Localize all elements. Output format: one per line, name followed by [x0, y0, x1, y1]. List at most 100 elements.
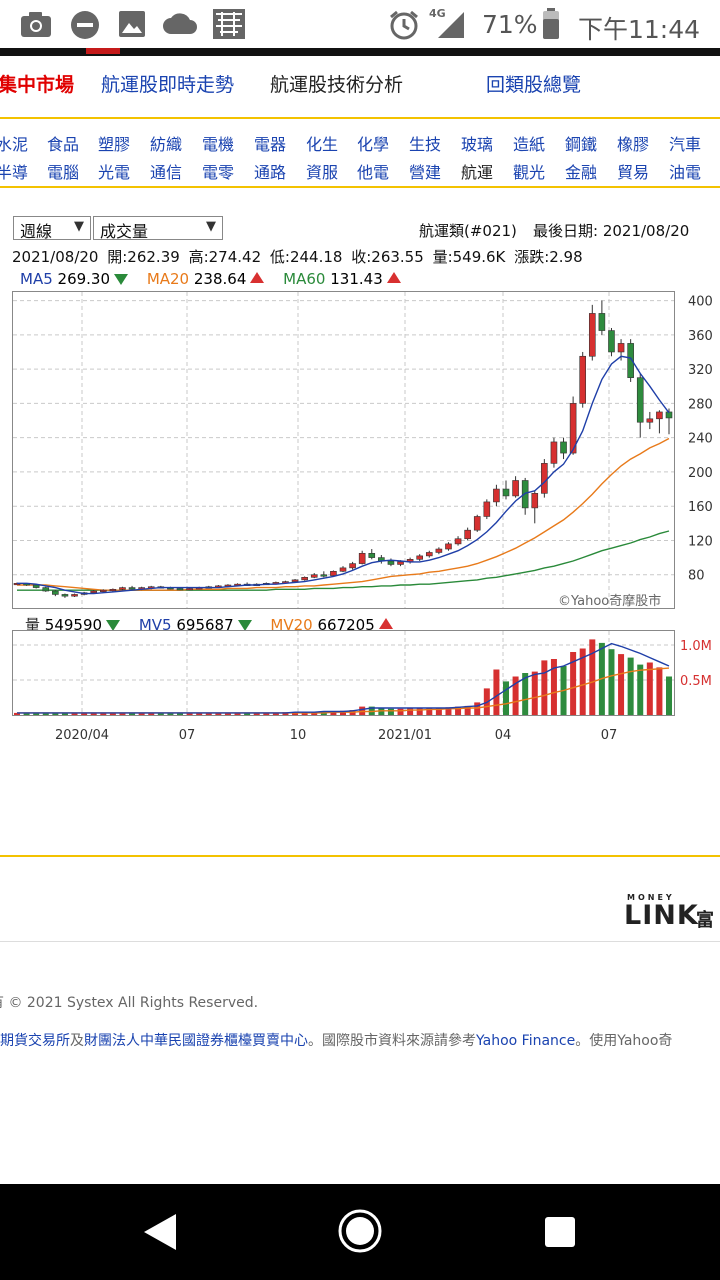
volume-bar — [570, 652, 577, 715]
volume-bar — [33, 712, 40, 715]
nav-market[interactable]: 集中市場 — [0, 74, 75, 96]
candle — [550, 437, 558, 468]
volume-tick-label: 0.5M — [680, 674, 712, 689]
category-link[interactable]: 航運 — [461, 163, 494, 182]
category-link[interactable]: 化學 — [357, 135, 390, 154]
x-tick-label: 2021/01 — [378, 728, 432, 743]
category-link[interactable]: 紡織 — [150, 135, 183, 154]
category-link[interactable]: 塑膠 — [98, 135, 131, 154]
ma20-name: MA20 — [146, 270, 190, 288]
candle — [588, 304, 596, 361]
period-select[interactable]: 週線 ▼ — [13, 216, 91, 241]
mv5-name: MV5 — [138, 616, 172, 634]
arrow-up-icon — [386, 272, 401, 283]
candle — [531, 490, 539, 524]
candle — [445, 542, 452, 551]
volume-bar — [71, 712, 78, 715]
candle — [493, 484, 500, 507]
volume-bar — [340, 710, 346, 715]
category-link[interactable]: 通路 — [254, 163, 287, 182]
volume-bar — [512, 676, 519, 715]
volume-bar — [253, 712, 260, 715]
price-tick-label: 360 — [688, 329, 712, 344]
volume-bar — [129, 712, 136, 715]
system-nav-bar — [0, 1184, 720, 1280]
vol-name: 量 — [25, 616, 41, 634]
vol-value: 549590 — [44, 616, 103, 634]
ohlc-close: 收:263.55 — [351, 248, 424, 266]
category-link[interactable]: 化生 — [306, 135, 339, 154]
nav-realtime[interactable]: 航運股即時走勢 — [101, 74, 235, 96]
candle — [52, 590, 59, 597]
category-link[interactable]: 食品 — [47, 135, 80, 154]
category-link[interactable]: 電機 — [202, 135, 235, 154]
volume-bar — [205, 712, 212, 715]
source-link[interactable]: 財團法人中華民國證券櫃檯買賣中心 — [84, 1033, 308, 1049]
source-link[interactable]: 期貨交易所 — [0, 1033, 70, 1049]
candle — [310, 573, 318, 579]
volume-bar — [61, 712, 68, 715]
category-link[interactable]: 電器 — [254, 135, 287, 154]
candle — [569, 396, 577, 455]
clock: 下午11:44 — [578, 15, 701, 44]
category-link[interactable]: 通信 — [150, 163, 183, 182]
volume-bar — [52, 712, 59, 715]
logo-small-text: MONEY — [627, 893, 675, 902]
category-link[interactable]: 造紙 — [513, 135, 546, 154]
candle — [339, 566, 347, 573]
source-link[interactable]: Yahoo Finance — [476, 1033, 576, 1049]
mv5-value: 695687 — [176, 616, 234, 634]
category-link[interactable]: 電零 — [202, 163, 235, 182]
battery-percent: 71% — [482, 10, 538, 39]
divider — [0, 855, 720, 857]
category-link[interactable]: 營建 — [409, 163, 442, 182]
category-link[interactable]: 生技 — [409, 135, 442, 154]
back-icon[interactable] — [142, 1212, 178, 1252]
volume-bar — [148, 712, 155, 715]
category-link[interactable]: 貿易 — [617, 163, 650, 182]
price-tick-label: 80 — [688, 569, 705, 584]
indicator-select-value: 成交量 — [100, 222, 149, 241]
category-link[interactable]: 玻璃 — [461, 135, 494, 154]
category-link[interactable]: 汽車 — [669, 135, 702, 154]
category-link[interactable]: 電腦 — [47, 163, 80, 182]
volume-bar — [666, 676, 672, 715]
header-bar — [0, 48, 720, 56]
logo-text: LINK — [624, 900, 699, 931]
volume-bar — [14, 712, 20, 715]
volume-bar — [656, 667, 663, 715]
category-link[interactable]: 觀光 — [513, 163, 546, 182]
recents-icon[interactable] — [544, 1216, 576, 1248]
category-link[interactable]: 他電 — [357, 163, 390, 182]
category-link[interactable]: 光電 — [98, 163, 131, 182]
copyright: 有 © 2021 Systex All Rights Reserved. — [0, 995, 259, 1011]
price-tick-label: 280 — [688, 397, 712, 412]
volume-bar — [493, 669, 500, 715]
volume-bar — [627, 657, 634, 715]
category-link[interactable]: 水泥 — [0, 135, 29, 154]
candle — [330, 570, 337, 577]
volume-bar — [445, 707, 452, 715]
moneylink-logo[interactable]: MONEY LINK 富 — [624, 893, 720, 933]
candle — [42, 586, 50, 592]
category-link[interactable]: 金融 — [565, 163, 598, 182]
category-link[interactable]: 油電 — [669, 163, 702, 182]
candle — [512, 476, 519, 498]
category-link[interactable]: 資服 — [306, 163, 339, 182]
volume-bar — [138, 712, 145, 715]
candle — [454, 536, 462, 546]
arrow-up-icon — [250, 272, 265, 283]
indicator-select[interactable]: 成交量 ▼ — [93, 216, 223, 241]
candle — [119, 586, 126, 591]
category-link[interactable]: 橡膠 — [617, 135, 650, 154]
nav-technical[interactable]: 航運股技術分析 — [270, 74, 404, 96]
home-icon[interactable] — [337, 1208, 383, 1254]
category-link[interactable]: 半導 — [0, 163, 29, 182]
ohlc-low: 低:244.18 — [269, 248, 343, 266]
battery-icon — [543, 8, 559, 39]
network-type: 4G — [429, 7, 446, 20]
category-link[interactable]: 鋼鐵 — [565, 135, 598, 154]
candle — [358, 550, 366, 565]
nav-overview[interactable]: 回類股總覽 — [486, 74, 582, 96]
x-tick-label: 07 — [601, 728, 618, 743]
